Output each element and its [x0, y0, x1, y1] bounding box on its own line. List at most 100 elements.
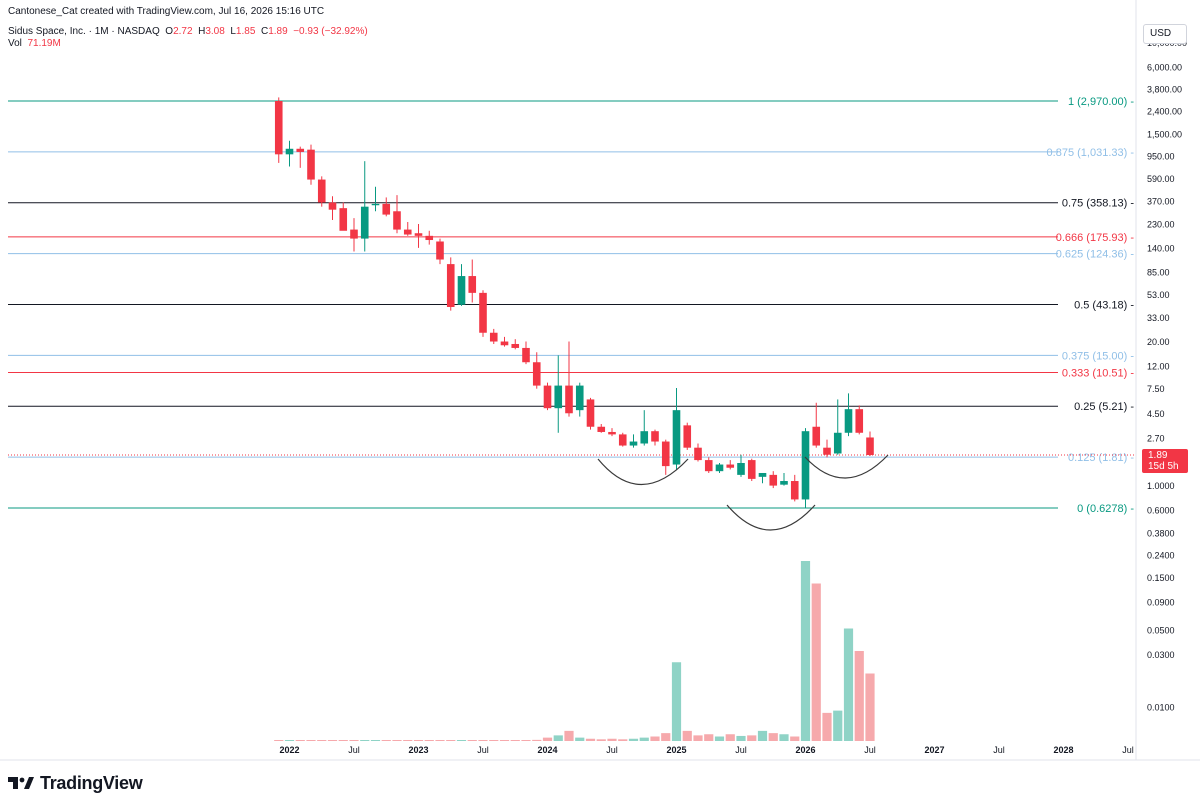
price-axis-label: 140.00	[1147, 243, 1175, 253]
volume-bar	[865, 673, 875, 741]
last-price-value: 1.89	[1148, 450, 1168, 461]
volume-bar	[811, 583, 821, 741]
volume-bar	[424, 740, 434, 741]
candle-body	[296, 148, 305, 152]
candle-body	[285, 148, 294, 155]
volume-bar	[693, 735, 703, 741]
symbol-legend: Sidus Space, Inc. · 1M · NASDAQ O2.72 H3…	[8, 26, 368, 37]
candle-body	[661, 441, 670, 467]
close-label: C	[260, 26, 269, 37]
volume-bar	[854, 651, 864, 741]
volume-bar	[521, 740, 531, 741]
volume-bar	[747, 735, 757, 741]
close-value: 1.89	[268, 26, 288, 37]
fibonacci-levels[interactable]: 1 (2,970.00) - 0.875 (1,031.33) - 0.75 (35…	[8, 96, 1136, 515]
open-value: 2.72	[173, 26, 193, 37]
candle-body	[823, 447, 831, 455]
price-axis[interactable]: 10,000.006,000.003,800.002,400.001,500.0…	[1135, 0, 1187, 760]
time-axis[interactable]: 2022 Jul 2023 Jul 2024 Jul 2025 Jul 2026 Jul 2027 J…	[0, 745, 1200, 761]
volume-bar	[757, 730, 768, 741]
volume-bar	[575, 737, 585, 741]
price-axis-label: 53.00	[1147, 290, 1170, 300]
candle-body	[479, 292, 487, 333]
volume-bar	[725, 734, 735, 741]
currency-selector[interactable]: USD	[1143, 24, 1187, 44]
time-axis-label: Jul	[993, 745, 1005, 755]
candle-body	[393, 211, 401, 230]
candle-body	[457, 276, 466, 305]
volume-bar	[639, 737, 649, 741]
volume-label: Vol	[8, 38, 22, 49]
volume-bar	[833, 710, 843, 741]
volume-bar	[682, 730, 692, 741]
volume-bar	[822, 712, 832, 741]
brand-logo[interactable]: TradingView	[8, 772, 143, 793]
candle-body	[801, 431, 810, 500]
candle-body	[726, 464, 735, 468]
candle-body	[554, 385, 563, 409]
candlesticks[interactable]	[274, 97, 874, 508]
price-axis-label: 2,400.00	[1147, 107, 1182, 117]
bar-countdown: 15d 5h	[1148, 461, 1179, 472]
high-label: H	[198, 26, 206, 37]
candle-body	[307, 149, 315, 180]
fib-level-label: 0.875 (1,031.33) -	[1047, 147, 1135, 159]
head-arc[interactable]	[726, 504, 816, 531]
fib-level-label: 0.5 (43.18) -	[1074, 300, 1134, 312]
candle-body	[489, 332, 498, 342]
candle-body	[608, 431, 616, 435]
volume-bar	[768, 733, 778, 741]
price-axis-label: 33.00	[1147, 313, 1170, 323]
volume-bar	[779, 734, 789, 741]
time-axis-label: 2026	[795, 745, 815, 755]
time-axis-label: 2022	[279, 745, 299, 755]
candle-body	[425, 235, 434, 241]
candle-body	[618, 434, 627, 446]
fib-level-label: 0.666 (175.93) -	[1056, 232, 1135, 244]
price-axis-label: 12.00	[1147, 362, 1170, 372]
price-axis-label: 4.50	[1147, 409, 1165, 419]
candle-body	[747, 460, 756, 479]
volume-bar	[790, 736, 800, 741]
pattern-arcs[interactable]	[597, 454, 889, 531]
volume-legend: Vol 71.19M	[8, 38, 61, 49]
candle-body	[833, 432, 842, 454]
candle-body	[812, 426, 821, 446]
left-shoulder-arc[interactable]	[597, 458, 689, 485]
fib-level-label: 0.333 (10.51) -	[1062, 367, 1134, 379]
time-axis-label: Jul	[864, 745, 876, 755]
chart-credit: Cantonese_Cat created with TradingView.c…	[8, 6, 325, 17]
time-axis-label: Jul	[348, 745, 360, 755]
price-axis-label: 0.2400	[1147, 551, 1175, 561]
volume-bar	[800, 561, 811, 741]
volume-bar	[467, 740, 477, 741]
fib-level-label: 0.375 (15.00) -	[1062, 350, 1134, 362]
price-axis-label: 0.0900	[1147, 597, 1175, 607]
time-axis-label: Jul	[477, 745, 489, 755]
candle-body	[758, 472, 767, 477]
last-price-tag: 1.89 15d 5h	[1142, 449, 1188, 473]
volume-bar	[456, 740, 467, 741]
price-axis-label: 950.00	[1147, 151, 1175, 161]
volume-bar	[628, 738, 639, 741]
volume-bar	[671, 662, 682, 741]
candle-body	[694, 447, 702, 461]
fib-level-label: 0.625 (124.36) -	[1056, 249, 1135, 261]
right-shoulder-arc[interactable]	[804, 454, 889, 479]
time-axis-label: 2028	[1053, 745, 1073, 755]
volume-bar	[618, 739, 628, 741]
volume-bar	[370, 740, 381, 741]
volume-bar	[553, 735, 563, 741]
price-axis-label: 230.00	[1147, 220, 1175, 230]
candle-body	[640, 431, 649, 444]
high-value: 3.08	[205, 26, 225, 37]
volume-bar	[274, 740, 284, 741]
volume-bar	[596, 739, 606, 741]
brand-name: TradingView	[40, 772, 143, 793]
candle-body	[403, 229, 412, 235]
volume-bar	[478, 740, 488, 741]
volume-bar	[435, 740, 445, 741]
symbol-name[interactable]: Sidus Space, Inc. · 1M · NASDAQ	[8, 26, 160, 37]
volume-value: 71.19M	[27, 38, 61, 49]
